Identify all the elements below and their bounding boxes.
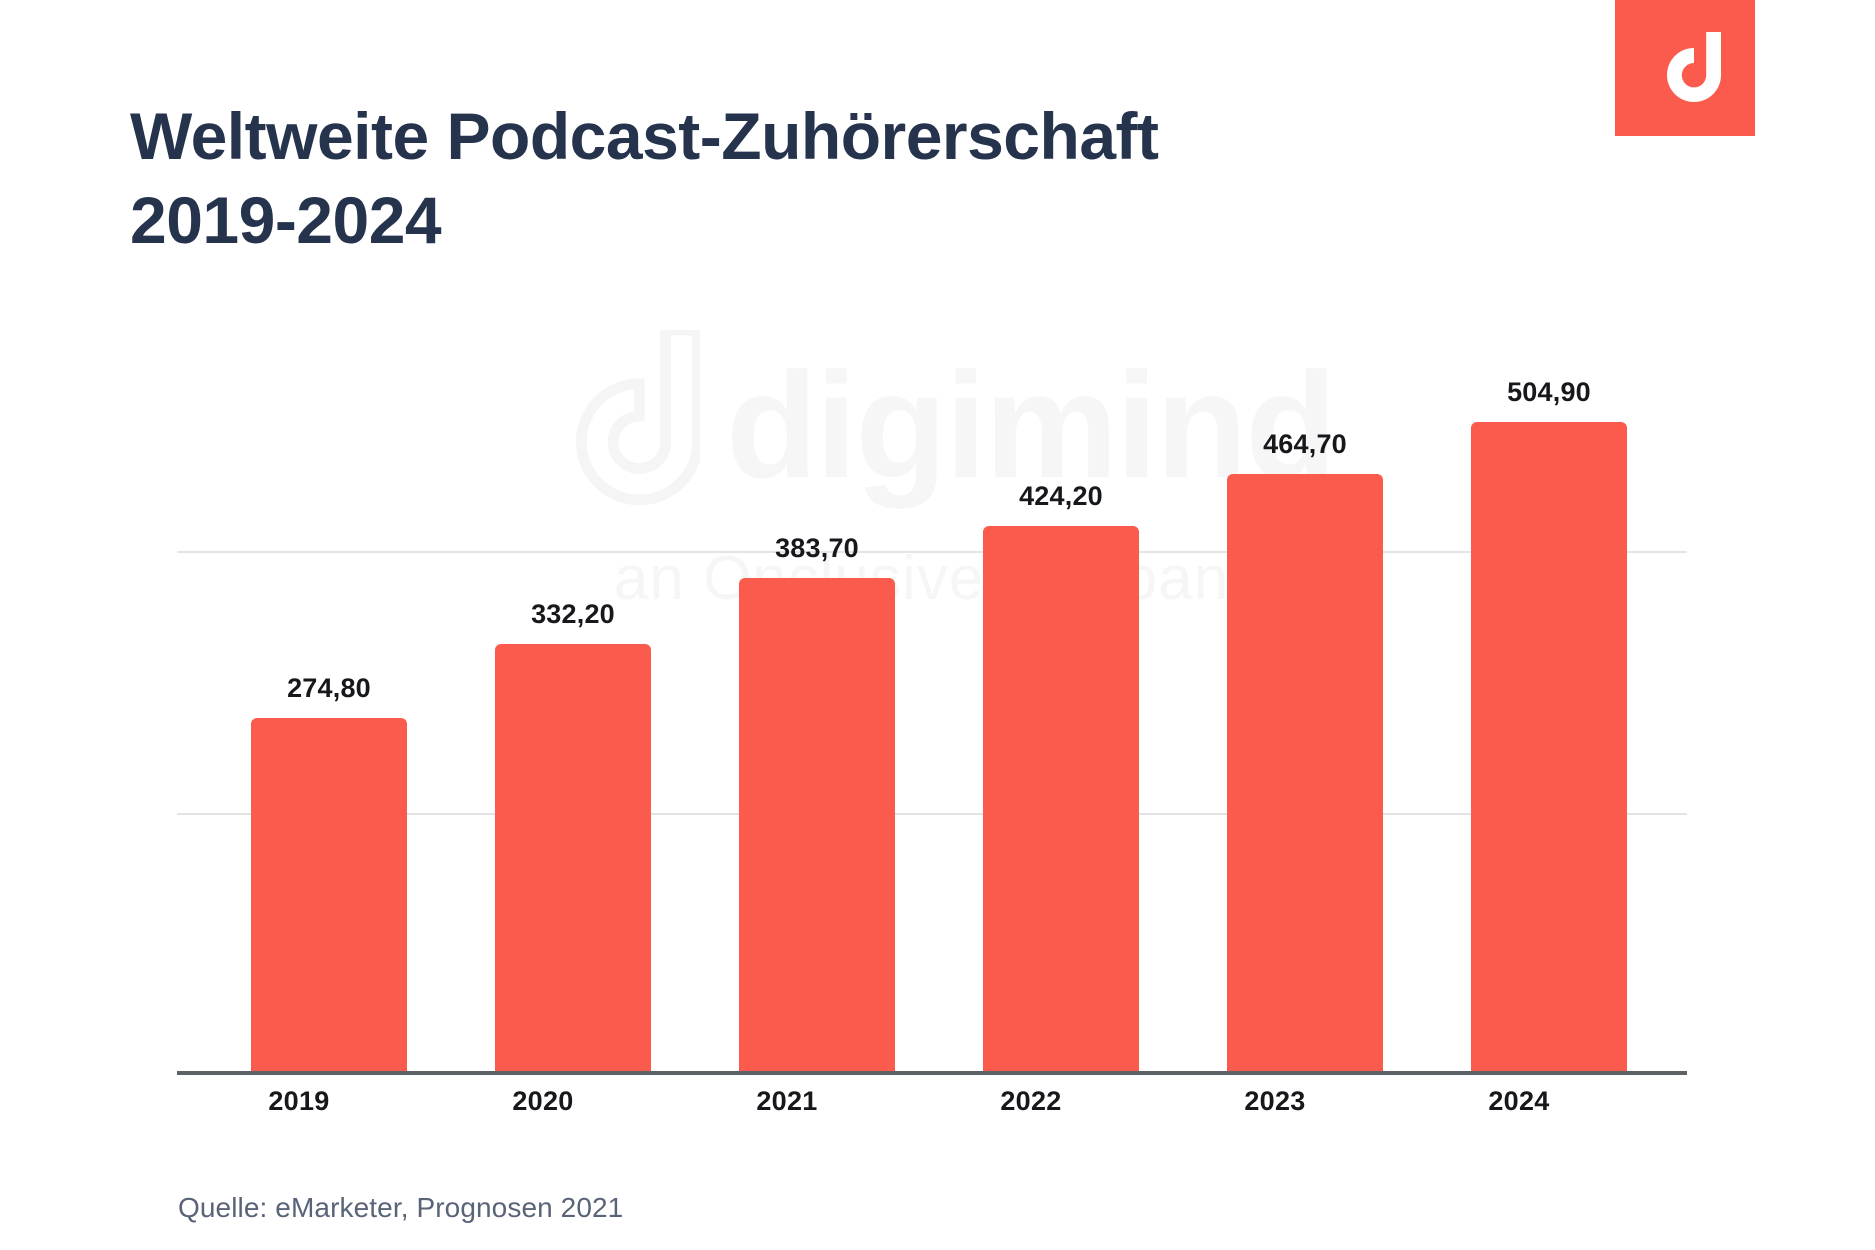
bar-group-2023: 464,70: [1153, 300, 1397, 1071]
source-note: Quelle: eMarketer, Prognosen 2021: [178, 1192, 624, 1223]
gridline-400: [177, 551, 1687, 553]
bar-2021[interactable]: [739, 577, 895, 1071]
x-tick-2024: 2024: [1488, 1086, 1550, 1116]
bar-value-label-2023: 464,70: [1263, 428, 1347, 459]
bar-2019[interactable]: [251, 717, 407, 1071]
bar-group-2019: 274,80: [177, 300, 421, 1071]
bar-value-label-2021: 383,70: [775, 532, 859, 563]
digimind-d-logo-icon: [1648, 29, 1722, 107]
title-line-2: 2019-2024: [130, 182, 442, 257]
digimind-logo-badge: [1615, 0, 1755, 136]
bar-value-label-2020: 332,20: [531, 599, 615, 630]
bar-value-label-2019: 274,80: [287, 672, 371, 703]
bar-group-2020: 332,20: [421, 300, 665, 1071]
gridline-200: [177, 813, 1687, 815]
x-tick-2022: 2022: [1000, 1086, 1062, 1116]
page-title: Weltweite Podcast-Zuhörerschaft 2019-202…: [130, 95, 1550, 263]
title-block: Weltweite Podcast-Zuhörerschaft 2019-202…: [130, 95, 1550, 263]
x-tick-2021: 2021: [756, 1086, 818, 1116]
bar-group-2022: 424,20: [909, 300, 1153, 1071]
bar-value-label-2024: 504,90: [1507, 377, 1591, 408]
chart-plot-area: 274,80 332,20 383,70 424,20 464,70 504,90: [177, 300, 1687, 1075]
bar-group-2021: 383,70: [665, 300, 909, 1071]
bar-2023[interactable]: [1227, 473, 1383, 1071]
bar-series: 274,80 332,20 383,70 424,20 464,70 504,90: [177, 300, 1687, 1071]
bar-2022[interactable]: [983, 525, 1139, 1071]
bar-2024[interactable]: [1471, 422, 1627, 1071]
x-tick-2019: 2019: [268, 1086, 330, 1116]
bar-2020[interactable]: [495, 644, 651, 1071]
x-tick-2020: 2020: [512, 1086, 574, 1116]
x-tick-2023: 2023: [1244, 1086, 1306, 1116]
bar-value-label-2022: 424,20: [1019, 480, 1103, 511]
title-line-1: Weltweite Podcast-Zuhörerschaft: [130, 99, 1159, 173]
x-axis-line: [177, 1071, 1687, 1075]
x-axis-labels: 2019 2020 2021 2022 2023 2024: [177, 1086, 1687, 1136]
bar-group-2024: 504,90: [1397, 300, 1641, 1071]
